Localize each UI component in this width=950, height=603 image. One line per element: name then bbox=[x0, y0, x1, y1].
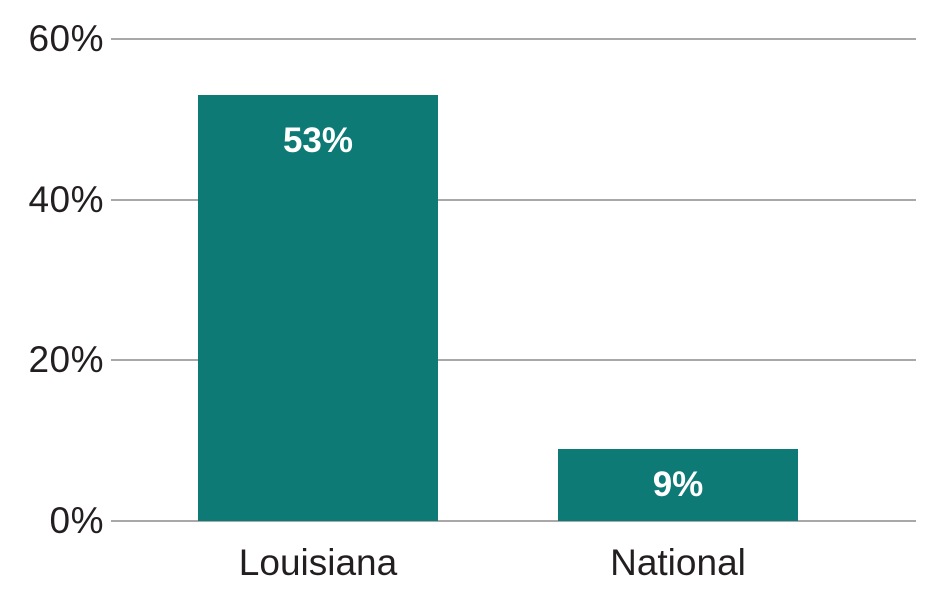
gridline-20 bbox=[111, 359, 916, 362]
y-tick-label: 60% bbox=[28, 18, 104, 59]
x-category-label: Louisiana bbox=[238, 542, 398, 583]
bar-national: 9% bbox=[558, 448, 798, 521]
gridline-60 bbox=[111, 38, 916, 40]
y-tick-label: 20% bbox=[28, 339, 104, 381]
bar-louisiana: 53% bbox=[198, 95, 438, 521]
gridline-40 bbox=[111, 198, 916, 201]
x-category-label: National bbox=[610, 542, 746, 583]
bar-value-label: 9% bbox=[652, 464, 704, 504]
gridline-0 bbox=[111, 520, 916, 522]
y-tick-label: 40% bbox=[28, 178, 104, 220]
bar-value-label: 53% bbox=[282, 121, 354, 161]
y-tick-label: 0% bbox=[49, 500, 104, 541]
